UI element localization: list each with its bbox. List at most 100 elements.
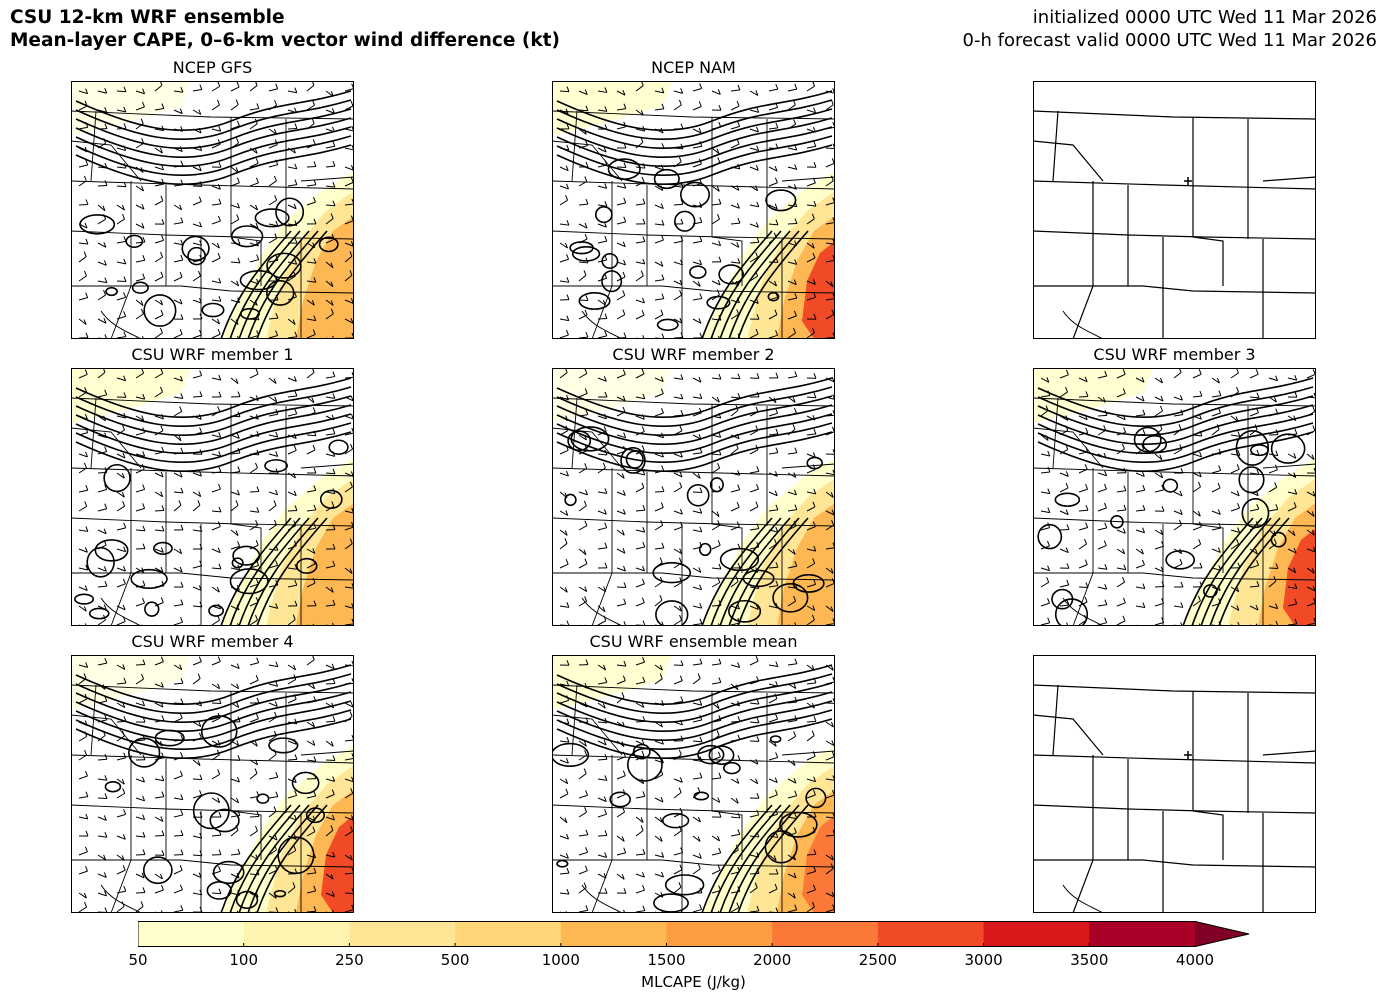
wind-barb: [344, 816, 354, 821]
wind-barb: [344, 415, 354, 420]
wind-barb-flag: [161, 178, 165, 185]
wind-barb: [825, 104, 834, 111]
wind-barb-flag: [604, 201, 608, 207]
wind-barb-flag: [179, 328, 183, 335]
wind-barb: [287, 223, 297, 227]
wind-barb-flag: [313, 756, 317, 762]
contour-line: [719, 230, 791, 339]
wind-barb-flag: [123, 123, 127, 129]
wind-barb-flag: [103, 566, 107, 572]
wind-barb: [825, 147, 835, 150]
contour-line: [710, 230, 782, 339]
wind-barb: [1249, 525, 1259, 531]
wind-barb-flag: [604, 254, 608, 261]
wind-barb: [344, 486, 353, 493]
wind-barb-flag: [697, 816, 701, 823]
wind-barb: [806, 735, 815, 742]
wind-barb: [806, 85, 815, 92]
wind-barb-flag: [349, 855, 353, 861]
wind-barb: [1287, 453, 1297, 459]
wind-barb: [1230, 529, 1240, 533]
wind-barb: [749, 721, 760, 724]
wind-barb: [635, 830, 644, 837]
wind-barb-flag: [123, 145, 127, 151]
wind-barb: [249, 662, 259, 666]
wind-barb-flag: [1255, 369, 1259, 375]
wind-barb: [711, 544, 721, 550]
wind-barb: [287, 850, 297, 856]
wind-barb: [654, 185, 664, 191]
wind-barb-flag: [640, 137, 644, 143]
wind-barb-flag: [199, 449, 203, 455]
wind-barb: [97, 451, 107, 455]
wind-barb-flag: [737, 662, 741, 668]
wind-barb-flag: [104, 890, 108, 897]
wind-barb: [306, 854, 316, 859]
wind-barb: [116, 218, 125, 225]
contour-loop: [264, 459, 288, 473]
wind-barb: [673, 582, 683, 588]
state-border: [1033, 804, 1316, 814]
wind-barb: [673, 261, 683, 266]
wind-barb: [116, 702, 126, 708]
state-border: [71, 754, 354, 764]
wind-barb-flag: [123, 311, 127, 317]
wind-barb-flag: [811, 665, 815, 671]
wind-barb-flag: [623, 182, 627, 189]
wind-barb: [616, 185, 626, 189]
wind-barb-flag: [218, 162, 222, 168]
wind-barb-flag: [332, 428, 336, 434]
wind-barb: [230, 567, 240, 571]
wind-barb: [597, 90, 607, 93]
wind-barb-flag: [273, 128, 277, 135]
wind-barb: [806, 619, 815, 626]
wind-barb: [1173, 428, 1182, 436]
wind-barb-flag: [1255, 407, 1259, 413]
wind-barb: [616, 740, 625, 747]
coastline: [1062, 597, 1104, 626]
wind-barb-flag: [122, 452, 126, 459]
wind-barb-flag: [621, 874, 625, 880]
wind-barb: [173, 775, 183, 780]
wind-barb: [211, 104, 220, 111]
wind-barb-flag: [159, 147, 163, 154]
wind-barb-flag: [104, 657, 108, 664]
contour-line: [728, 230, 800, 339]
wind-barb: [1059, 528, 1070, 531]
wind-barb: [325, 280, 334, 288]
wind-barb-flag: [585, 659, 589, 665]
wind-barb: [306, 411, 316, 417]
wind-barb: [768, 166, 778, 172]
wind-barb-flag: [198, 732, 202, 738]
wind-barb: [78, 297, 88, 301]
wind-barb-flag: [141, 138, 145, 144]
wind-barb: [616, 108, 626, 111]
wind-barb-flag: [679, 425, 683, 431]
wind-barb: [787, 261, 797, 265]
wind-barb: [787, 854, 796, 861]
wind-barb: [306, 872, 316, 875]
wind-barb-flag: [218, 432, 222, 438]
state-border: [591, 468, 613, 626]
state-border: [1192, 810, 1224, 860]
wind-barb-flag: [218, 866, 222, 872]
wind-barb-flag: [85, 564, 89, 571]
wind-barb: [635, 681, 645, 685]
wind-barb-flag: [793, 827, 797, 833]
wind-barb: [692, 567, 702, 573]
wind-barb-flag: [604, 717, 608, 724]
contour-loop: [240, 307, 260, 320]
wind-barb-flag: [1142, 504, 1146, 511]
wind-barb-flag: [1085, 391, 1089, 397]
wind-barb-flag: [811, 614, 815, 621]
wind-barb: [325, 218, 334, 225]
wind-barb: [78, 432, 88, 436]
wind-barb-flag: [678, 882, 682, 888]
wind-barb-flag: [140, 118, 144, 124]
wind-barb-flag: [1103, 452, 1107, 459]
wind-barb: [116, 620, 126, 626]
wind-barb-flag: [641, 702, 645, 708]
wind-barb: [306, 84, 315, 92]
wind-barb-flag: [331, 891, 335, 897]
wind-barb: [78, 105, 88, 111]
